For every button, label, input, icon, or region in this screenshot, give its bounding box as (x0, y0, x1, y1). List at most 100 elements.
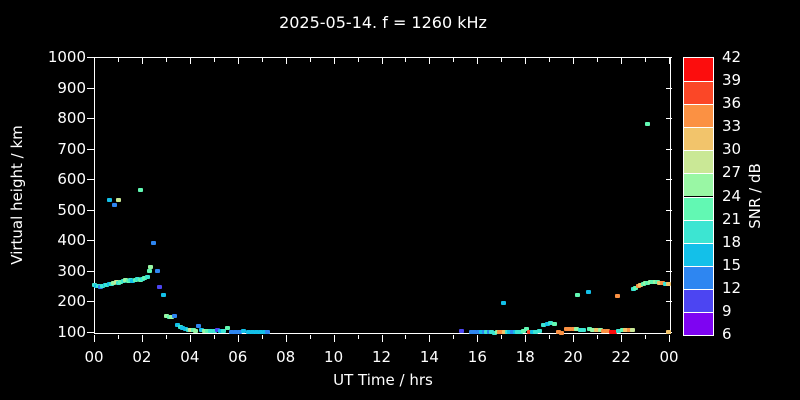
colorbar-tick-label: 33 (722, 117, 742, 136)
y-tick-label: 700 (57, 139, 86, 158)
data-point (257, 329, 263, 334)
data-point (541, 323, 547, 328)
y-tick-mark (666, 87, 672, 89)
x-tick-mark (357, 58, 359, 62)
colorbar-segment (684, 127, 713, 151)
data-point (619, 328, 625, 333)
x-tick-mark (237, 335, 239, 342)
data-point (665, 281, 671, 286)
y-tick-mark (666, 301, 672, 302)
x-tick-mark (333, 58, 335, 64)
data-point (112, 202, 118, 207)
x-tick-mark (381, 58, 383, 64)
x-tick-mark (429, 335, 431, 342)
y-tick-label: 500 (57, 200, 86, 219)
data-point (261, 329, 267, 334)
x-tick-mark (501, 335, 503, 339)
data-point (469, 329, 475, 334)
colorbar-segment (684, 150, 713, 174)
colorbar-separator (684, 150, 713, 152)
colorbar-axis-label: SNR / dB (746, 163, 764, 229)
data-point (609, 329, 615, 334)
x-tick-mark (453, 58, 455, 62)
x-tick-mark (525, 335, 527, 342)
data-point (106, 198, 112, 203)
colorbar-tick-label: 18 (722, 232, 742, 251)
x-tick-mark (117, 335, 119, 339)
x-tick-mark (621, 335, 623, 342)
data-point (657, 280, 663, 285)
data-point (205, 328, 211, 333)
x-tick-mark (309, 335, 311, 339)
x-axis-label: UT Time / hrs (333, 371, 433, 389)
x-tick-mark (165, 58, 167, 62)
data-point (500, 300, 506, 305)
x-tick-mark (549, 58, 551, 62)
colorbar-segment (684, 219, 713, 243)
colorbar-tick-label: 27 (722, 163, 742, 182)
y-tick-mark (87, 118, 94, 119)
x-tick-label: 18 (515, 348, 535, 366)
chart-title: 2025-05-14. f = 1260 kHz (279, 13, 487, 32)
y-tick-mark (87, 301, 94, 302)
x-tick-mark (405, 58, 407, 62)
y-tick-mark (87, 179, 94, 180)
colorbar-tick-label: 30 (722, 140, 742, 159)
data-point (148, 264, 154, 269)
data-point (570, 327, 576, 332)
colorbar-segment (684, 196, 713, 220)
data-point (458, 328, 464, 333)
data-point (581, 327, 587, 332)
data-point (157, 284, 163, 289)
data-point (150, 241, 156, 246)
x-tick-mark (645, 58, 647, 62)
data-point (612, 329, 618, 334)
y-tick-mark (666, 57, 672, 58)
data-point (211, 328, 217, 333)
data-point (574, 327, 580, 332)
x-tick-mark (429, 58, 431, 64)
y-tick-mark (666, 209, 672, 211)
x-tick-mark (453, 335, 455, 339)
x-tick-mark (621, 58, 623, 64)
data-point (193, 328, 199, 333)
data-point (544, 321, 550, 326)
data-point (510, 329, 516, 334)
y-tick-label: 600 (57, 170, 86, 188)
colorbar-tick-label: 21 (722, 209, 742, 228)
data-point (208, 328, 214, 333)
data-point (154, 269, 160, 274)
colorbar-segment (684, 311, 713, 335)
data-point (201, 328, 207, 333)
y-tick-label: 800 (57, 109, 86, 127)
colorbar-separator (684, 242, 713, 244)
data-point (555, 330, 561, 335)
data-point (665, 329, 671, 334)
x-tick-label: 08 (276, 348, 296, 366)
data-point (585, 290, 591, 295)
data-point (494, 330, 500, 335)
y-axis-label: Virtual height / km (8, 125, 26, 265)
data-point (180, 326, 186, 331)
data-point (175, 322, 181, 327)
colorbar-separator (684, 104, 713, 106)
x-tick-mark (573, 335, 575, 342)
data-point (626, 327, 632, 332)
data-point (481, 329, 487, 334)
data-point (221, 328, 227, 333)
colorbar-tick-label: 12 (722, 278, 742, 297)
data-point (144, 275, 150, 280)
data-point (253, 329, 259, 334)
colorbar-separator (684, 81, 713, 83)
x-tick-label: 00 (84, 348, 104, 366)
data-point (523, 327, 529, 332)
data-point (236, 329, 242, 334)
x-tick-mark (525, 58, 527, 64)
data-point (198, 328, 204, 333)
x-tick-mark (261, 335, 263, 339)
x-tick-mark (597, 58, 599, 62)
data-point (563, 327, 569, 332)
x-tick-mark (213, 335, 215, 339)
colorbar-segment (684, 242, 713, 266)
